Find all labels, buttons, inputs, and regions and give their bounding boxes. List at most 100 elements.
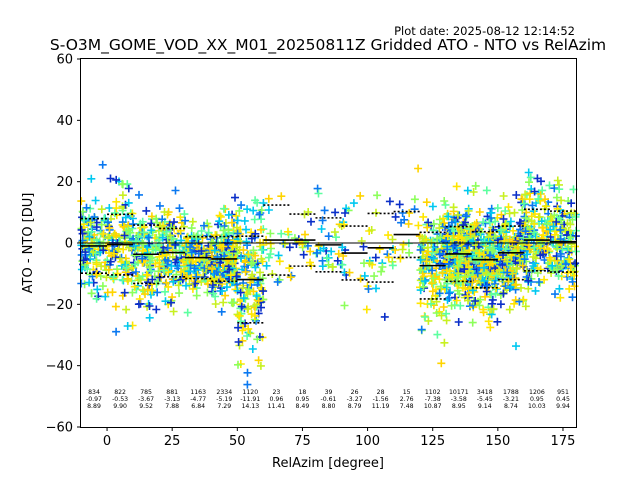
scatter-point [132,268,140,276]
scatter-point [471,297,480,305]
scatter-point [535,212,544,221]
scatter-point [119,222,128,231]
scatter-point [338,243,347,252]
scatter-point [197,227,206,235]
scatter-point [243,305,252,313]
scatter-point [483,281,492,290]
scatter-point [248,345,257,353]
scatter-point [312,248,321,257]
scatter-point [423,243,432,252]
scatter-point [257,206,266,215]
scatter-point [78,257,87,266]
scatter-point [135,190,143,199]
scatter-point [186,243,195,252]
scatter-point [464,206,473,215]
bin-statistics-labels: 834-0.978.89822-0.539.90785-3.679.52881-… [86,389,570,410]
scatter-point [510,299,519,308]
scatter-point [517,283,525,292]
scatter-point [428,266,437,275]
scatter-point [145,302,154,310]
scatter-point [110,209,119,218]
scatter-point [98,160,107,169]
scatter-point [443,232,452,241]
y-tick-label: 60 [56,53,73,68]
scatter-point [187,224,196,233]
scatter-point [548,261,557,270]
scatter-point [254,296,263,305]
scatter-point [549,222,558,231]
bin-count-label: 1788 [503,389,519,396]
bin-count-label: 15 [403,389,411,396]
scatter-point [249,246,258,255]
bin-mean-label: -0.97 [86,396,102,403]
scatter-point [487,208,496,217]
bin-count-label: 785 [140,389,152,396]
scatter-point [285,243,294,252]
scatter-point [256,268,264,277]
scatter-point [536,265,545,274]
scatter-point [437,359,446,368]
scatter-point [240,216,249,225]
bin-std-label: 6.84 [191,403,205,410]
scatter-point [169,307,178,316]
scatter-point [512,191,521,199]
scatter-point [87,289,96,298]
bin-std-label: 10.87 [424,403,442,410]
scatter-point [493,317,502,326]
scatter-point [494,244,503,253]
scatter-point [275,257,284,266]
scatter-point [484,233,493,242]
scatter-point [135,274,144,283]
scatter-point [187,248,196,257]
x-tick-label: 125 [420,434,445,449]
scatter-point [501,207,510,215]
scatter-point [505,209,514,218]
scatter-point [167,298,175,307]
scatter-point [509,226,518,235]
scatter-point [109,271,118,280]
scatter-point [554,271,563,280]
scatter-point [448,272,457,281]
scatter-point [552,193,561,202]
x-tick-label: 175 [551,434,576,449]
scatter-point [102,273,111,282]
bin-count-label: 1120 [242,389,258,396]
scatter-point [103,256,112,265]
scatter-point [513,244,522,252]
scatter-point [161,287,169,296]
scatter-point [372,284,380,293]
scatter-point [104,218,112,227]
scatter-point [155,201,164,210]
scatter-point [97,262,106,271]
scatter-point [484,317,493,326]
x-tick-label: 75 [294,434,311,449]
scatter-point [86,218,95,227]
scatter-point [444,260,453,269]
bin-count-label: 10171 [449,389,469,396]
scatter-point [565,284,574,293]
bin-mean-label: -3.58 [451,396,467,403]
scatter-point [507,282,516,291]
scatter-point [523,250,532,259]
scatter-point [468,278,477,287]
scatter-point [482,267,491,276]
scatter-point [480,238,489,247]
scatter-point [527,217,536,226]
scatter-point [331,208,340,217]
scatter-point [443,295,452,304]
bin-mean-label: 0.45 [556,396,570,403]
bin-mean-label: 0.96 [270,396,284,403]
scatter-point [105,223,114,232]
x-tick-label: 150 [485,434,510,449]
scatter-point [78,207,87,216]
y-axis-label: ATO - NTO [DU] [21,193,36,294]
scatter-point [410,195,419,204]
scatter-point [139,240,148,249]
scatter-point [530,187,539,196]
bin-statistics-lines [81,204,576,324]
scatter-point [568,277,577,286]
scatter-point [197,247,206,255]
y-tick-label: 20 [56,175,73,190]
scatter-point [328,262,337,271]
